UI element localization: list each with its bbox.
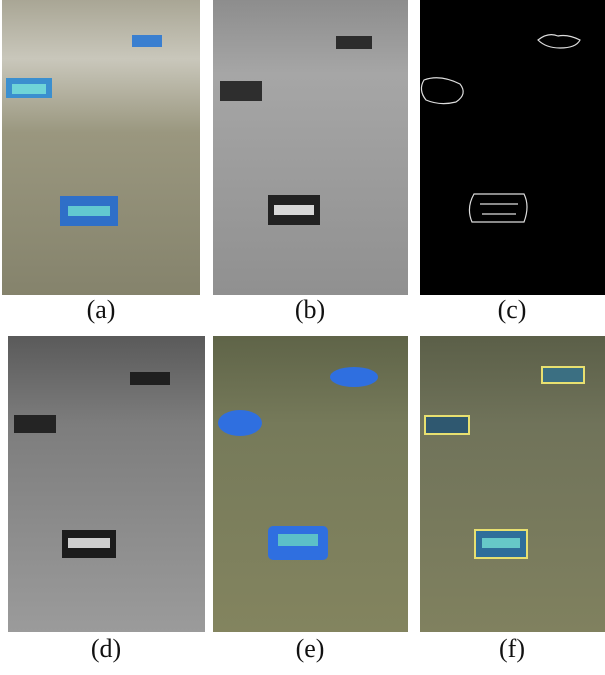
panel-e: [213, 336, 408, 632]
caption: (e): [296, 634, 325, 663]
caption: (b): [295, 295, 325, 324]
object: [220, 81, 262, 101]
caption: (a): [87, 295, 116, 324]
page: {"panels": [ {"caption": "(a)"}, {"capti…: [0, 0, 605, 675]
panel-a: [2, 0, 200, 295]
photo: [2, 0, 200, 295]
caption: (d): [91, 634, 121, 663]
photo: [213, 336, 408, 632]
detection-box: [542, 367, 584, 383]
photo: [8, 336, 205, 632]
figure: (a) (b) (c) (d) (e) (f): [0, 0, 605, 675]
panel-f: [420, 336, 605, 632]
object-screen: [68, 538, 110, 548]
object-screen: [278, 534, 318, 546]
caption: (f): [499, 634, 525, 663]
caption: (c): [498, 295, 527, 324]
object: [336, 36, 372, 49]
panel-c: [420, 0, 605, 295]
panel-d: [8, 336, 205, 632]
object-screen: [482, 538, 520, 548]
panel-b: [213, 0, 408, 295]
segment: [218, 410, 262, 436]
detection-box: [425, 416, 469, 434]
object-screen: [12, 84, 46, 94]
object-screen: [68, 206, 110, 216]
object: [132, 35, 162, 47]
segment: [330, 367, 378, 387]
object: [14, 415, 56, 433]
photo: [213, 0, 408, 295]
object: [130, 372, 170, 385]
object-screen: [274, 205, 314, 215]
